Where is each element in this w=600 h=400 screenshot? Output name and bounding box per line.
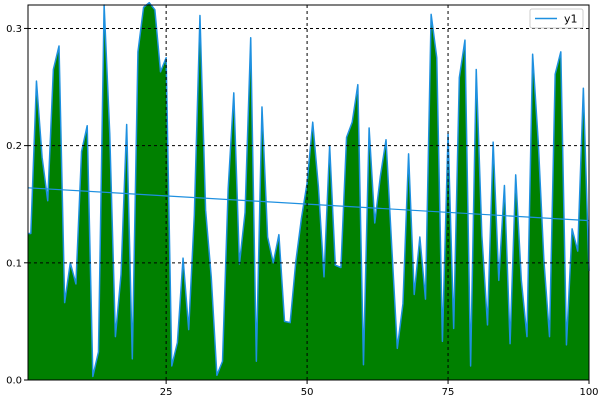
- grid-lines: [28, 5, 589, 380]
- x-tick-label: 50: [301, 387, 314, 398]
- legend-label-y1: y1: [564, 13, 578, 26]
- y-tick-label: 0.0: [6, 376, 22, 387]
- x-tick-label: 75: [442, 387, 455, 398]
- y-tick-label: 0.1: [6, 258, 22, 269]
- legend: y1: [529, 8, 584, 29]
- y-tick-label: 0.2: [6, 141, 22, 152]
- trend-line: [27, 187, 590, 222]
- x-tick-label: 100: [579, 387, 598, 398]
- x-tick-label: 25: [160, 387, 173, 398]
- plot-frame: [27, 4, 590, 381]
- series-line-y1: [28, 1, 590, 378]
- plot-area: [27, 1, 590, 380]
- series-area-y1: [28, 2, 589, 380]
- axis-ticks: 25 50 75 100 0.0 0.1 0.2 0.3: [6, 24, 598, 398]
- y-tick-label: 0.3: [6, 24, 22, 35]
